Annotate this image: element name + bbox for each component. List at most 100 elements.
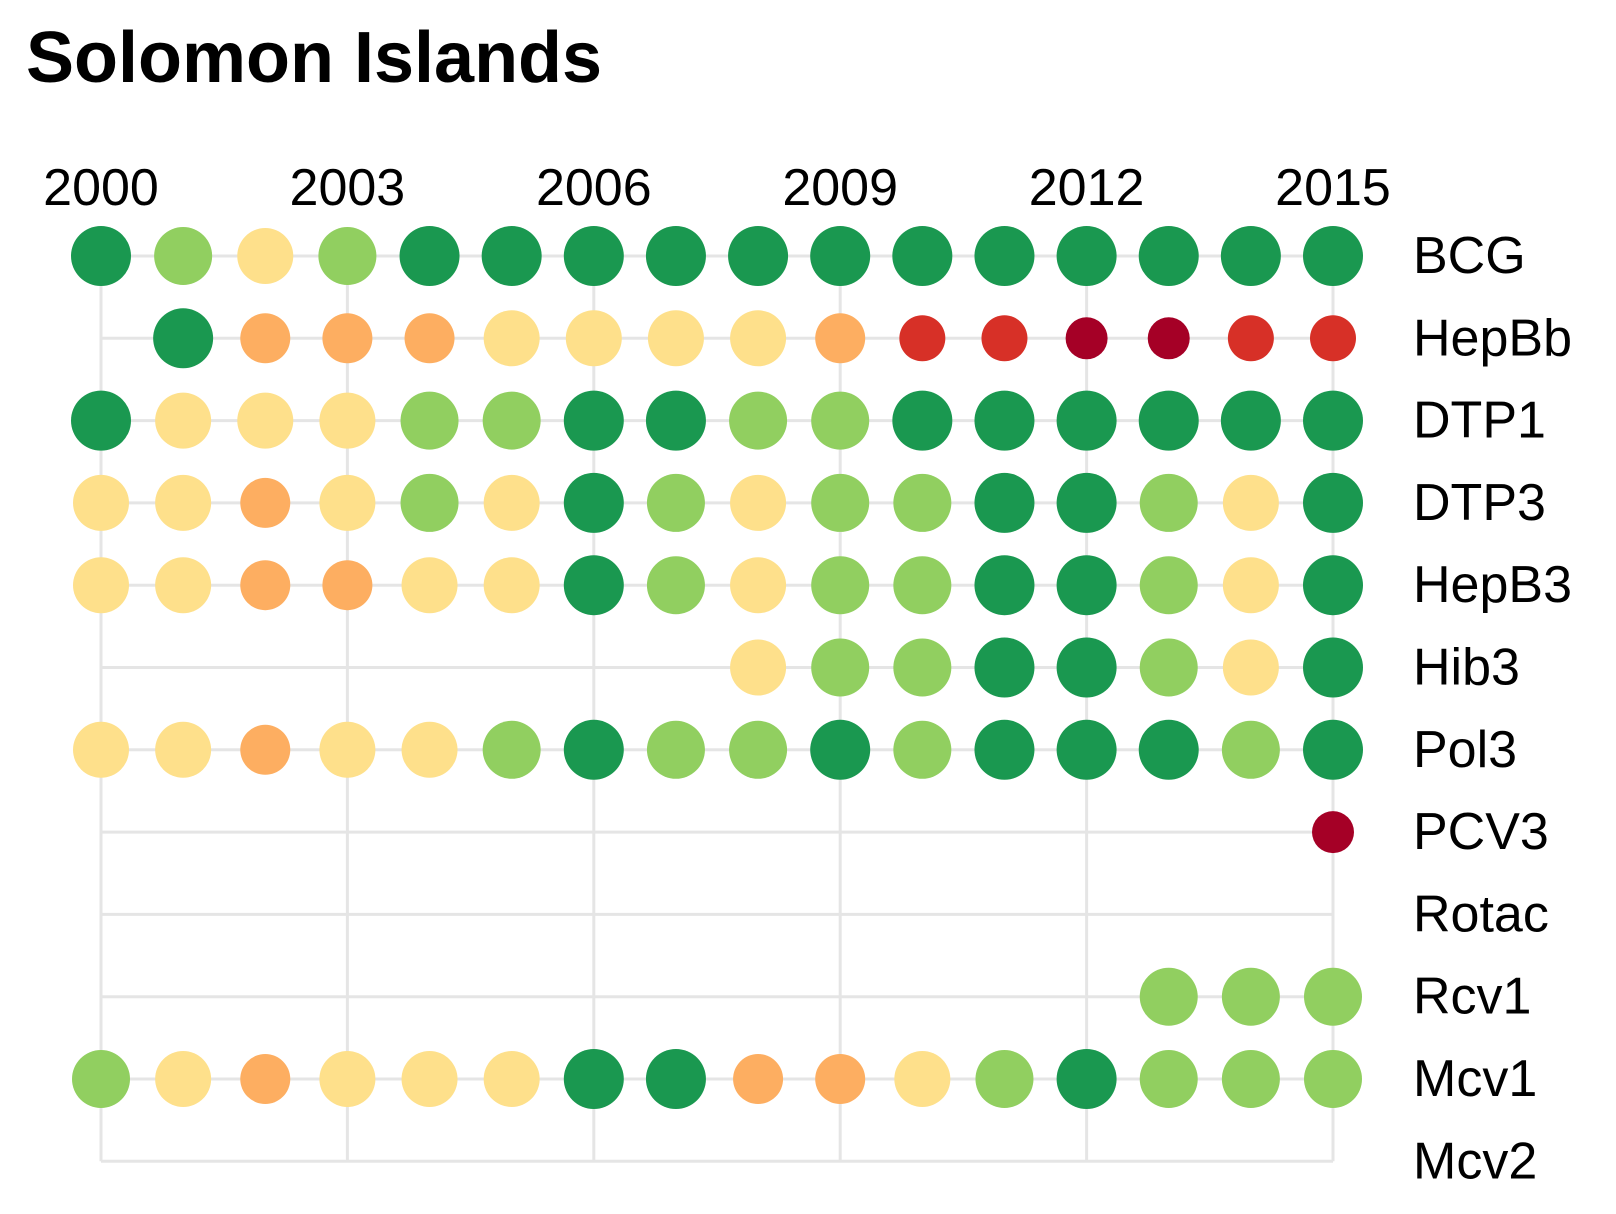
point-pol3-2013 [1138, 719, 1199, 780]
point-hepbb-2005 [483, 310, 540, 367]
point-pol3-2004 [401, 721, 458, 778]
point-hepb3-2004 [401, 557, 458, 614]
point-bcg-2001 [154, 227, 213, 285]
point-hepb3-2010 [893, 556, 952, 615]
point-dtp1-2006 [563, 390, 624, 451]
point-bcg-2013 [1138, 226, 1199, 286]
point-mcv1-2009 [815, 1054, 866, 1104]
point-dtp3-2012 [1056, 472, 1117, 533]
row-label-dtp3: DTP3 [1413, 474, 1546, 532]
point-dtp1-2002 [237, 392, 294, 449]
x-tick-labels: 2000 2003 2006 2009 2012 2015 [43, 159, 1391, 217]
row-label-pcv3: PCV3 [1413, 803, 1549, 861]
point-dtp1-2010 [892, 390, 953, 451]
point-dtp1-2015 [1303, 390, 1363, 451]
point-hib3-2008 [730, 639, 787, 696]
point-hepb3-2002 [240, 560, 291, 611]
row-label-mcv1: Mcv1 [1413, 1050, 1537, 1108]
point-hepb3-2003 [322, 560, 373, 611]
point-mcv1-2001 [155, 1051, 212, 1107]
point-dtp1-2012 [1056, 390, 1117, 451]
point-dtp1-2014 [1220, 390, 1281, 451]
point-pol3-2007 [646, 720, 705, 779]
point-hepbb-2002 [240, 313, 291, 364]
point-bcg-2000 [71, 226, 131, 286]
point-dtp3-2008 [730, 474, 787, 531]
point-dtp3-2015 [1303, 472, 1363, 533]
row-label-hepb3: HepB3 [1413, 556, 1572, 614]
point-dtp3-2003 [319, 474, 376, 531]
row-label-mcv2: Mcv2 [1413, 1132, 1537, 1190]
point-hib3-2015 [1303, 637, 1363, 698]
point-bcg-2014 [1220, 226, 1281, 286]
point-hepb3-2009 [811, 556, 870, 615]
point-dtp1-2013 [1138, 390, 1199, 451]
point-hepb3-2014 [1222, 557, 1279, 614]
data-points [71, 226, 1363, 1109]
point-dtp1-2011 [974, 390, 1035, 451]
point-dtp3-2000 [73, 474, 129, 531]
point-dtp3-2014 [1222, 474, 1279, 531]
row-label-dtp1: DTP1 [1413, 392, 1546, 450]
point-dtp3-2005 [483, 474, 540, 531]
point-dtp1-2001 [155, 392, 212, 449]
point-hepb3-2007 [646, 556, 705, 615]
point-hib3-2011 [974, 637, 1035, 698]
point-mcv1-2004 [401, 1051, 458, 1107]
row-label-pol3: Pol3 [1413, 721, 1517, 779]
point-pol3-2005 [482, 720, 541, 779]
point-hepbb-2010 [899, 315, 946, 362]
point-hepbb-2003 [322, 313, 373, 364]
point-bcg-2011 [974, 226, 1035, 286]
point-dtp1-2004 [400, 391, 459, 450]
x-tick-label-2006: 2006 [536, 159, 652, 217]
point-hepb3-2001 [155, 557, 212, 614]
point-mcv1-2002 [240, 1054, 291, 1104]
point-pol3-2015 [1303, 719, 1363, 780]
point-hepbb-2015 [1310, 315, 1356, 362]
point-pol3-2006 [563, 719, 624, 780]
point-hepbb-2012 [1065, 317, 1108, 360]
point-dtp3-2007 [646, 473, 705, 532]
point-mcv1-2007 [645, 1049, 706, 1109]
x-tick-label-2009: 2009 [782, 159, 898, 217]
point-dtp3-2001 [155, 474, 212, 531]
point-hepb3-2008 [730, 557, 787, 614]
point-bcg-2008 [728, 226, 789, 286]
point-bcg-2005 [481, 226, 542, 286]
point-bcg-2004 [399, 226, 460, 286]
point-hib3-2014 [1222, 639, 1279, 696]
point-hepbb-2007 [647, 310, 704, 367]
point-dtp1-2008 [729, 391, 788, 450]
point-mcv1-2013 [1139, 1050, 1198, 1108]
point-mcv1-2011 [975, 1050, 1034, 1108]
point-hepb3-2015 [1303, 555, 1363, 616]
row-label-rcv1: Rcv1 [1413, 968, 1531, 1026]
point-mcv1-2006 [563, 1049, 624, 1109]
point-hepb3-2006 [563, 555, 624, 616]
point-hepbb-2013 [1147, 317, 1190, 360]
point-bcg-2003 [318, 227, 377, 285]
point-hepbb-2004 [404, 313, 455, 364]
point-hepb3-2005 [483, 557, 540, 614]
point-dtp1-2007 [645, 390, 706, 451]
point-mcv1-2014 [1221, 1050, 1280, 1108]
point-dtp3-2002 [240, 477, 291, 528]
point-pol3-2001 [155, 721, 212, 778]
point-dtp1-2005 [482, 391, 541, 450]
point-pol3-2003 [319, 721, 376, 778]
point-dtp3-2004 [400, 473, 459, 532]
point-hepbb-2008 [730, 310, 787, 367]
point-dtp3-2010 [893, 473, 952, 532]
point-dtp3-2006 [563, 472, 624, 533]
row-labels: BCG HepBb DTP1 DTP3 HepB3 Hib3 Pol3 PCV3 Rotac Rc… [1413, 227, 1572, 1190]
point-pol3-2002 [240, 724, 291, 775]
x-tick-label-2015: 2015 [1275, 159, 1391, 217]
row-label-rotac: Rotac [1413, 885, 1549, 943]
point-hib3-2013 [1139, 638, 1198, 697]
x-tick-label-2003: 2003 [290, 159, 406, 217]
point-hepbb-2014 [1227, 315, 1274, 362]
point-hepb3-2000 [73, 557, 129, 614]
point-pol3-2011 [974, 719, 1035, 780]
